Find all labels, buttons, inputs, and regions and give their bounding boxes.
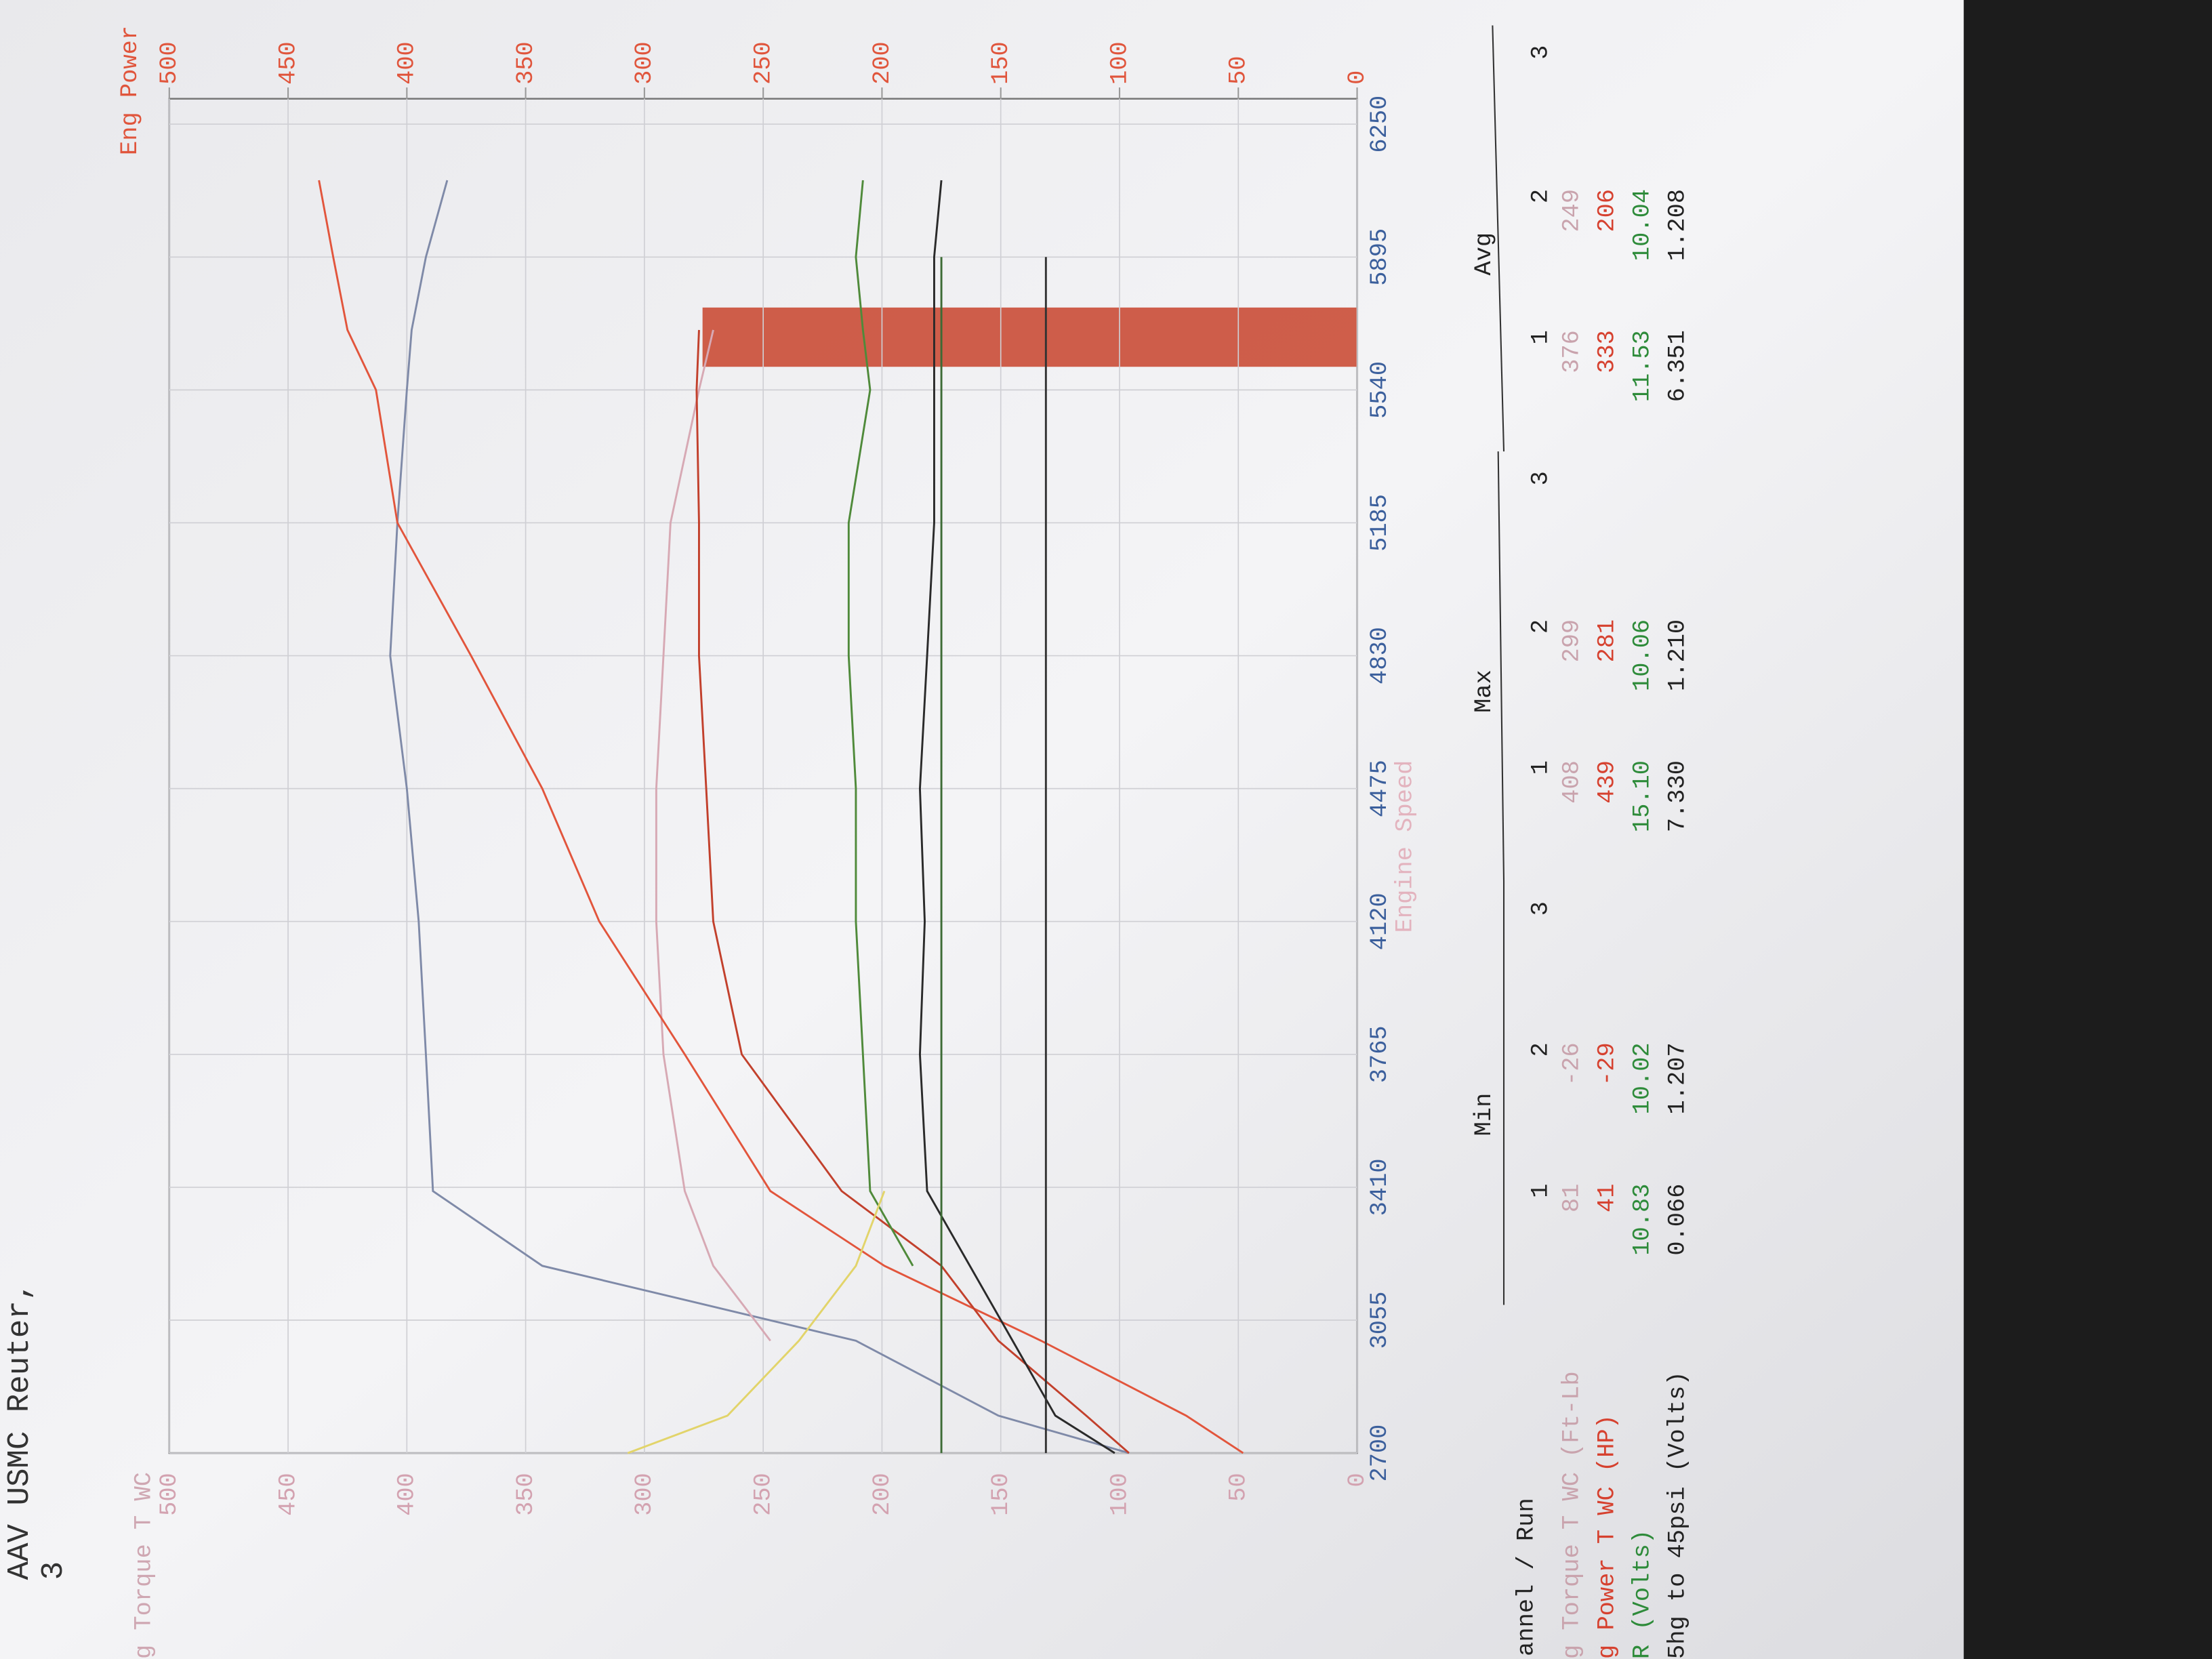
cell: 10.83	[1629, 1183, 1656, 1255]
cell: 333	[1593, 330, 1620, 373]
series-line	[918, 180, 1115, 1454]
header: AAV USMC Reuter,	[2, 1282, 37, 1580]
y-tick-label: 50	[1225, 1473, 1252, 1501]
cell: 41	[1593, 1183, 1620, 1212]
y-tick-label: 100	[1106, 1473, 1133, 1516]
y2-tick-label: 150	[987, 41, 1015, 85]
y-tick-label: 400	[394, 1473, 421, 1516]
cell: 10.06	[1629, 619, 1656, 691]
y2-tick-label: 450	[274, 41, 302, 85]
run-label: 3	[1527, 45, 1554, 60]
x-tick-label: 4830	[1366, 627, 1393, 684]
group-label: Avg	[1471, 232, 1498, 276]
page-number: 3	[36, 1561, 71, 1580]
x-axis-title: Engine Speed	[1392, 760, 1419, 933]
plot: 0 50 100 150 200 250 300 350 400 450 500 0 50 100 150 2…	[2, 26, 1418, 1659]
x-tick-label: 3410	[1366, 1158, 1393, 1216]
y-tick-label: 300	[631, 1473, 658, 1516]
series-line	[389, 180, 1130, 1454]
y2-tick-label: 300	[631, 41, 658, 85]
group-rule	[1497, 451, 1505, 882]
noise-block	[702, 307, 1357, 367]
x-tick-label: 4120	[1366, 893, 1393, 950]
table-header: annel / Run	[1513, 1498, 1540, 1656]
x-tick-label: 3765	[1366, 1025, 1393, 1083]
y-tick-label: 250	[750, 1473, 777, 1516]
y2-tick-label: 50	[1225, 56, 1252, 84]
series-line	[847, 180, 914, 1267]
group-rule	[1492, 25, 1505, 452]
cell: 299	[1558, 619, 1585, 663]
series-line	[318, 180, 1244, 1454]
table: annel / Run Min 1 2 3 Max 1 2 3 Avg 1 2 3 g Torque T …	[1471, 25, 1691, 1659]
cell: 10.02	[1629, 1042, 1656, 1114]
run-label: 1	[1527, 1183, 1554, 1197]
row-label: 5hg to 45psi (Volts)	[1664, 1371, 1691, 1659]
run-label: 2	[1527, 189, 1554, 203]
x-tick-label: 4475	[1366, 760, 1393, 817]
cell: 249	[1558, 189, 1585, 232]
row-label: g Torque T WC (Ft-Lb	[1558, 1371, 1585, 1659]
y2-tick-label: 100	[1106, 41, 1133, 85]
cell: -26	[1558, 1042, 1585, 1086]
cell: 15.10	[1629, 760, 1656, 832]
y-tick-label: 0	[1344, 1473, 1371, 1487]
y-axis-title: g Torque T WC	[131, 1472, 158, 1659]
y2-tick-label: 400	[394, 41, 421, 85]
x-tick-label: 5185	[1366, 494, 1393, 552]
y-tick-label: 450	[274, 1473, 302, 1516]
y-tick-label: 150	[987, 1473, 1015, 1516]
cell: 1.210	[1664, 619, 1691, 691]
group-label: Max	[1471, 670, 1498, 713]
cell: 206	[1593, 189, 1620, 232]
group-label: Min	[1471, 1093, 1498, 1136]
cell: 376	[1558, 330, 1585, 373]
paper	[0, 0, 1964, 1659]
run-label: 2	[1527, 1042, 1554, 1057]
run-label: 2	[1527, 619, 1554, 634]
row-label: R (Volts)	[1629, 1530, 1656, 1659]
cell: 1.207	[1664, 1042, 1691, 1114]
run-label: 3	[1527, 471, 1554, 485]
cell: 439	[1593, 760, 1620, 804]
y-tick-label: 350	[512, 1473, 539, 1516]
cell: 11.53	[1629, 330, 1656, 402]
y2-tick-label: 0	[1344, 70, 1371, 85]
y2-axis-title: Eng Power	[117, 26, 144, 155]
x-tick-label: 3055	[1366, 1292, 1393, 1349]
x-tick-label: 6250	[1366, 96, 1393, 153]
y-tick-label: 500	[156, 1473, 183, 1516]
cell: 408	[1558, 760, 1585, 804]
series-line	[627, 1191, 886, 1454]
cell: 10.04	[1629, 189, 1656, 261]
x-tick-label: 2700	[1366, 1425, 1393, 1482]
y2-tick-label: 350	[512, 41, 539, 85]
x-tick-label: 5895	[1366, 228, 1393, 286]
cell: 1.208	[1664, 189, 1691, 261]
y2-tick-label: 200	[869, 41, 896, 85]
y2-tick-label: 250	[750, 41, 777, 85]
cell: 0.066	[1664, 1183, 1691, 1255]
row-label: g Power T WC (HP)	[1593, 1414, 1620, 1659]
cell: 81	[1558, 1183, 1585, 1212]
y2-tick-label: 500	[156, 41, 183, 85]
series-line	[695, 329, 1130, 1454]
run-label: 1	[1527, 760, 1554, 775]
cell: 281	[1593, 619, 1620, 663]
cell: -29	[1593, 1042, 1620, 1086]
cell: 7.330	[1664, 760, 1691, 832]
y-tick-label: 200	[869, 1473, 896, 1516]
series-line	[655, 329, 771, 1342]
x-tick-label: 5540	[1366, 361, 1393, 419]
run-label: 3	[1527, 901, 1554, 916]
run-label: 1	[1527, 330, 1554, 344]
cell: 6.351	[1664, 330, 1691, 402]
